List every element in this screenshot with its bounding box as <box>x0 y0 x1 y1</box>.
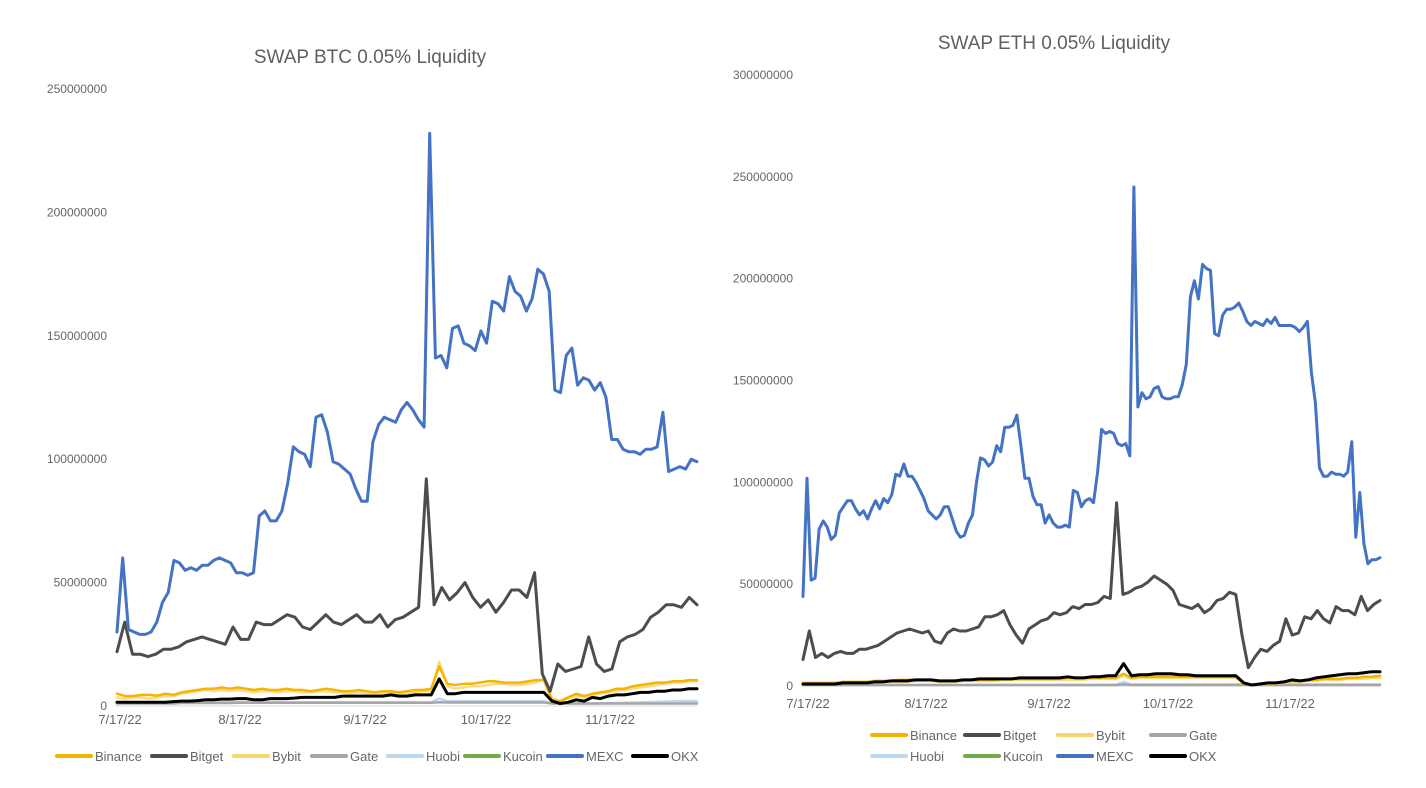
x-tick-label: 9/17/22 <box>343 712 386 727</box>
legend-item-mexc[interactable]: MEXC <box>546 749 624 764</box>
y-tick-label: 250000000 <box>47 82 107 96</box>
y-tick-label: 0 <box>100 699 107 713</box>
eth-liquidity-chart: SWAP ETH 0.05% Liquidity 0 50000000 100000… <box>733 33 1382 764</box>
legend-label: Bybit <box>272 749 301 764</box>
legend-item-binance[interactable]: Binance <box>55 749 142 764</box>
x-axis: 7/17/22 8/17/22 9/17/22 10/17/22 11/17/22 <box>98 712 635 727</box>
x-tick-label: 11/17/22 <box>1265 696 1315 711</box>
series-line-bitget <box>801 501 1382 670</box>
legend-label: Bybit <box>1096 728 1125 743</box>
y-axis: 0 50000000 100000000 150000000 200000000 2500… <box>47 82 697 713</box>
legend-label: OKX <box>1189 749 1217 764</box>
legend-item-mexc[interactable]: MEXC <box>1056 749 1134 764</box>
legend-label: Binance <box>910 728 957 743</box>
series-group <box>115 131 699 705</box>
x-tick-label: 10/17/22 <box>461 712 512 727</box>
legend-item-binance[interactable]: Binance <box>870 728 957 743</box>
legend-item-bitget[interactable]: Bitget <box>963 728 1037 743</box>
y-tick-label: 100000000 <box>733 475 793 489</box>
legend-item-huobi[interactable]: Huobi <box>386 749 460 764</box>
legend-label: Kucoin <box>1003 749 1043 764</box>
legend-item-gate[interactable]: Gate <box>310 749 378 764</box>
legend-label: Bitget <box>190 749 224 764</box>
legend-label: Bitget <box>1003 728 1037 743</box>
series-line-binance <box>115 665 699 703</box>
legend-label: Binance <box>95 749 142 764</box>
x-tick-label: 8/17/22 <box>904 696 947 711</box>
legend-item-kucoin[interactable]: Kucoin <box>463 749 543 764</box>
legend-label: Gate <box>350 749 378 764</box>
legend-label: OKX <box>671 749 699 764</box>
x-tick-label: 7/17/22 <box>786 696 829 711</box>
x-tick-label: 11/17/22 <box>585 712 635 727</box>
y-tick-label: 150000000 <box>47 329 107 343</box>
legend-label: Gate <box>1189 728 1217 743</box>
y-tick-label: 250000000 <box>733 170 793 184</box>
y-tick-label: 50000000 <box>54 576 108 590</box>
legend-item-okx[interactable]: OKX <box>1149 749 1217 764</box>
series-line-okx <box>115 677 699 705</box>
legend-label: Huobi <box>910 749 944 764</box>
y-tick-label: 100000000 <box>47 452 107 466</box>
y-tick-label: 50000000 <box>740 577 794 591</box>
y-tick-label: 150000000 <box>733 374 793 388</box>
series-line-okx <box>801 662 1382 687</box>
x-tick-label: 8/17/22 <box>218 712 261 727</box>
legend-item-kucoin[interactable]: Kucoin <box>963 749 1043 764</box>
y-tick-label: 0 <box>786 679 793 693</box>
legend-label: Kucoin <box>503 749 543 764</box>
y-axis: 0 50000000 100000000 150000000 200000000 2500… <box>733 68 1380 693</box>
legend-label: Huobi <box>426 749 460 764</box>
series-line-gate <box>115 701 699 705</box>
chart-title: SWAP ETH 0.05% Liquidity <box>938 33 1171 54</box>
legend-label: MEXC <box>1096 749 1134 764</box>
btc-liquidity-chart: SWAP BTC 0.05% Liquidity 0 50000000 100000… <box>47 47 699 764</box>
legend-item-bitget[interactable]: Bitget <box>150 749 224 764</box>
y-tick-label: 200000000 <box>47 205 107 219</box>
x-tick-label: 10/17/22 <box>1143 696 1194 711</box>
legend-item-bybit[interactable]: Bybit <box>1056 728 1125 743</box>
series-line-gate <box>801 683 1382 687</box>
legend-item-huobi[interactable]: Huobi <box>870 749 944 764</box>
series-line-mexc <box>115 131 699 636</box>
legend-item-okx[interactable]: OKX <box>631 749 699 764</box>
x-tick-label: 9/17/22 <box>1027 696 1070 711</box>
series-line-bybit <box>115 660 699 703</box>
y-tick-label: 300000000 <box>733 68 793 82</box>
chart-title: SWAP BTC 0.05% Liquidity <box>254 47 487 68</box>
legend-item-gate[interactable]: Gate <box>1149 728 1217 743</box>
series-line-mexc <box>801 185 1382 598</box>
legend: Binance Bitget Bybit Gate Huobi Kucoin MEXC OKX <box>55 749 699 764</box>
legend: Binance Bitget Bybit Gate Huobi Kucoin MEXC OKX <box>870 728 1217 764</box>
y-tick-label: 200000000 <box>733 272 793 286</box>
series-group <box>801 185 1382 687</box>
x-tick-label: 7/17/22 <box>98 712 141 727</box>
x-axis: 7/17/22 8/17/22 9/17/22 10/17/22 11/17/22 <box>786 696 1315 711</box>
series-line-bitget <box>115 477 699 693</box>
legend-item-bybit[interactable]: Bybit <box>232 749 301 764</box>
legend-label: MEXC <box>586 749 624 764</box>
